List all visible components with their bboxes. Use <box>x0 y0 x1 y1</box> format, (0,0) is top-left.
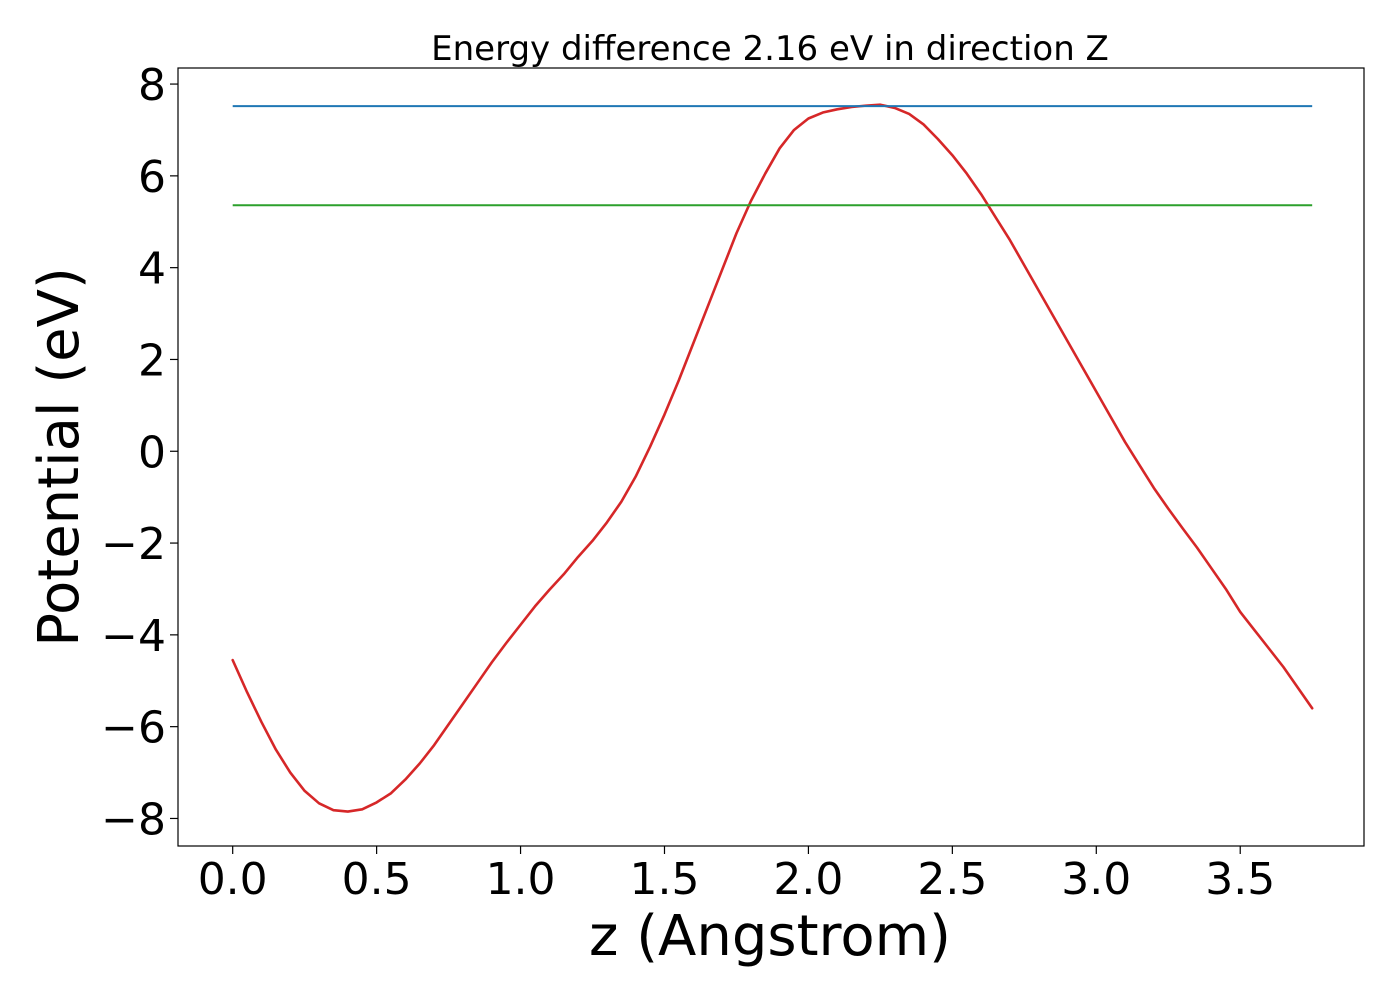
x-tick-label: 3.5 <box>1205 854 1275 905</box>
x-tick-label: 1.0 <box>486 854 556 905</box>
x-axis-label: z (Angstrom) <box>589 904 951 969</box>
x-tick-label: 3.0 <box>1061 854 1131 905</box>
y-tick-label: 2 <box>138 335 166 386</box>
series-line-0 <box>231 103 1314 813</box>
plot-frame <box>177 67 1365 847</box>
x-tick-label: 0.5 <box>342 854 412 905</box>
x-tick-label: 0.0 <box>198 854 268 905</box>
x-tick-label: 2.0 <box>773 854 843 905</box>
x-axis: 0.0 0.5 1.0 1.5 2.0 2.5 3.0 3.5 <box>198 846 1275 905</box>
plot-area <box>177 67 1365 847</box>
y-tick-label: −6 <box>101 703 166 754</box>
y-tick-label: 6 <box>138 152 166 203</box>
series-layer <box>231 103 1314 813</box>
y-tick-label: 8 <box>138 60 166 111</box>
y-tick-label: −2 <box>101 519 166 570</box>
y-axis: −8 −6 −4 −2 0 2 4 6 8 <box>101 60 178 845</box>
y-tick-label: −4 <box>101 611 166 662</box>
y-tick-label: 4 <box>138 244 166 295</box>
x-tick-label: 1.5 <box>629 854 699 905</box>
y-tick-label: −8 <box>101 794 166 845</box>
x-tick-label: 2.5 <box>917 854 987 905</box>
y-tick-label: 0 <box>138 427 166 478</box>
chart-title: Energy difference 2.16 eV in direction Z <box>431 29 1109 69</box>
y-axis-label: Potential (eV) <box>27 267 92 647</box>
